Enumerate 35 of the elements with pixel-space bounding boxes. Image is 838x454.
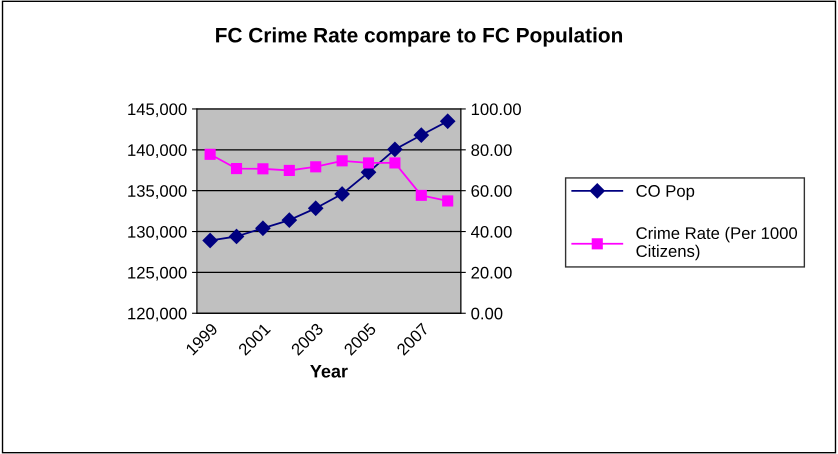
y-tick-label: 125,000 xyxy=(128,266,187,281)
point xyxy=(310,161,322,172)
y2-tick-label: 80.00 xyxy=(471,144,512,156)
point xyxy=(230,163,242,174)
y2-tick-label: 60.00 xyxy=(471,185,512,197)
point xyxy=(228,228,244,244)
point xyxy=(334,186,350,202)
point xyxy=(255,220,270,236)
point xyxy=(336,155,348,166)
y2-tick-label: 20.00 xyxy=(471,266,512,279)
chart-title: FC Crime Rate compare to FC Population xyxy=(216,27,622,47)
x-axis-title: Year xyxy=(310,365,348,378)
point xyxy=(362,157,374,168)
y-tick-label: 135,000 xyxy=(128,185,187,199)
point xyxy=(387,142,402,157)
point xyxy=(202,232,218,248)
y2-tick-label: 100.00 xyxy=(472,103,521,116)
point xyxy=(308,200,324,216)
point xyxy=(284,164,295,176)
point xyxy=(440,114,456,129)
point xyxy=(389,157,400,168)
legend-label: Crime Rate (Per 1000 Citizens) xyxy=(636,226,798,260)
y2-tick-label: 0.00 xyxy=(471,308,502,320)
y-tick-label: 120,000 xyxy=(128,308,187,322)
y-tick-label: 140,000 xyxy=(128,144,187,158)
y2-tick-label: 40.00 xyxy=(471,226,512,238)
y-tick-label: 130,000 xyxy=(128,226,187,240)
point xyxy=(442,195,454,206)
point xyxy=(416,190,427,201)
point xyxy=(414,128,429,143)
point xyxy=(257,163,268,174)
y-tick-label: 145,000 xyxy=(128,103,187,118)
point xyxy=(204,148,216,160)
point xyxy=(282,212,297,228)
legend-label: CO Pop xyxy=(636,185,694,200)
